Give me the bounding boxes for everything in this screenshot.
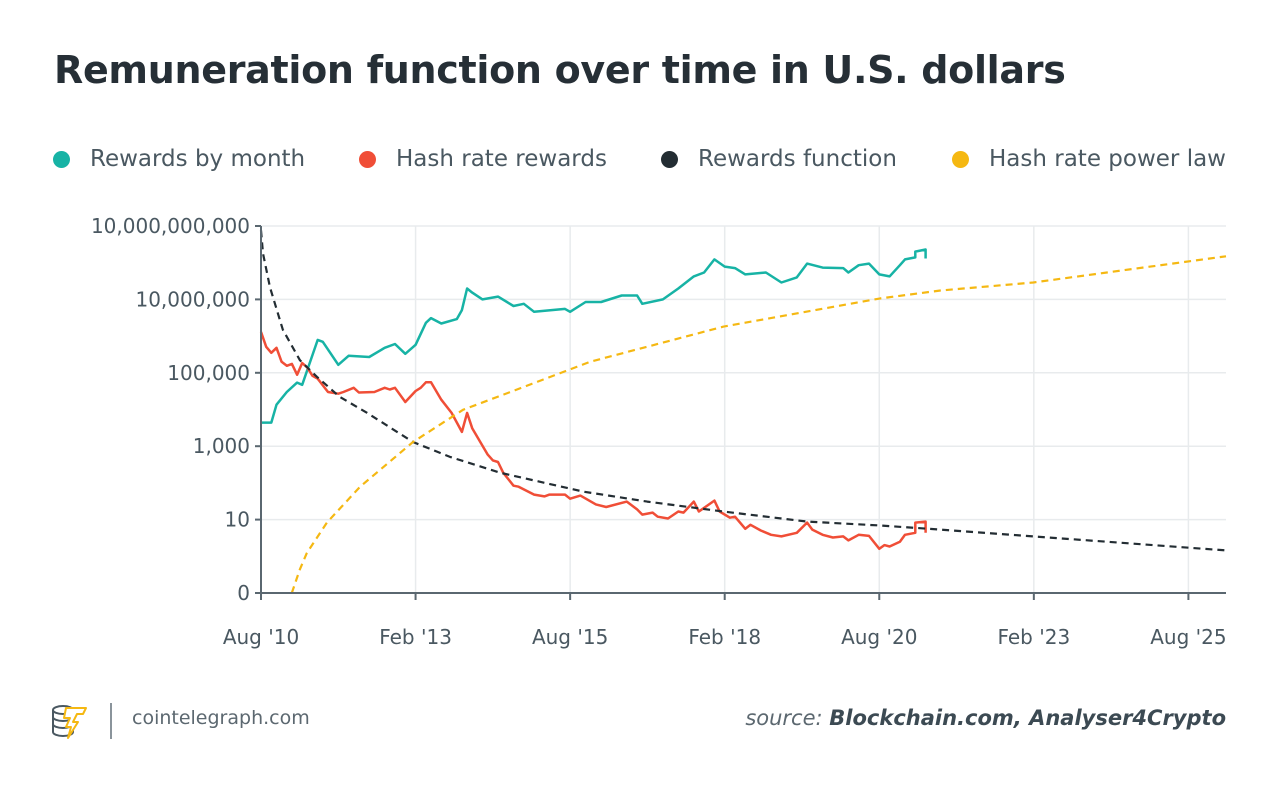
series-line-rewards-function (259, 230, 1227, 552)
source-prefix: source: (745, 706, 823, 730)
axes: 0 10 1,000 100,000 10,000,000 10,000,000,000 A… (91, 214, 1227, 649)
source-credit: source: Blockchain.com, Analyser4Crypto (745, 706, 1226, 730)
series-layer (259, 230, 1227, 594)
legend-label: Hash rate rewards (396, 146, 607, 172)
legend-marker-icon (359, 150, 376, 168)
x-tick-label: Feb '23 (997, 625, 1070, 649)
footer-site-link[interactable]: cointelegraph.com (132, 707, 310, 729)
y-tick-label: 10 (225, 508, 250, 532)
series-line-hash-rate-rewards (259, 331, 927, 551)
legend-label: Hash rate power law (989, 146, 1226, 172)
x-tick-label: Aug '20 (841, 625, 917, 649)
x-tick-label: Aug '25 (1150, 625, 1226, 649)
cointelegraph-logo-icon (50, 702, 92, 746)
legend: Rewards by month Hash rate rewards Rewar… (0, 146, 1280, 176)
y-tick-label: 10,000,000 (135, 287, 250, 311)
x-tick-label: Aug '10 (223, 625, 299, 649)
source-names: Blockchain.com, Analyser4Crypto (829, 706, 1226, 730)
legend-item-rewards-by-month: Rewards by month (53, 146, 305, 172)
y-tick-label: 0 (237, 581, 250, 605)
y-tick-label: 10,000,000,000 (91, 214, 250, 238)
y-tick-label: 1,000 (193, 434, 250, 458)
footer-divider (110, 703, 112, 739)
gridlines (261, 225, 1226, 593)
x-tick-label: Feb '18 (688, 625, 761, 649)
x-tick-label: Feb '13 (379, 625, 452, 649)
legend-marker-icon (53, 150, 70, 168)
legend-label: Rewards function (698, 146, 897, 172)
legend-marker-icon (661, 150, 678, 168)
legend-item-rewards-function: Rewards function (661, 146, 897, 172)
legend-marker-icon (952, 150, 969, 168)
x-tick-label: Aug '15 (532, 625, 608, 649)
y-tick-label: 100,000 (167, 361, 250, 385)
series-line-rewards-by-month (261, 248, 927, 424)
legend-item-hash-rate-power-law: Hash rate power law (952, 146, 1226, 172)
series-line-hash-rate-power-law (290, 255, 1227, 594)
legend-label: Rewards by month (90, 146, 306, 172)
chart-title: Remuneration function over time in U.S. … (54, 48, 1066, 92)
legend-item-hash-rate-rewards: Hash rate rewards (359, 146, 607, 172)
